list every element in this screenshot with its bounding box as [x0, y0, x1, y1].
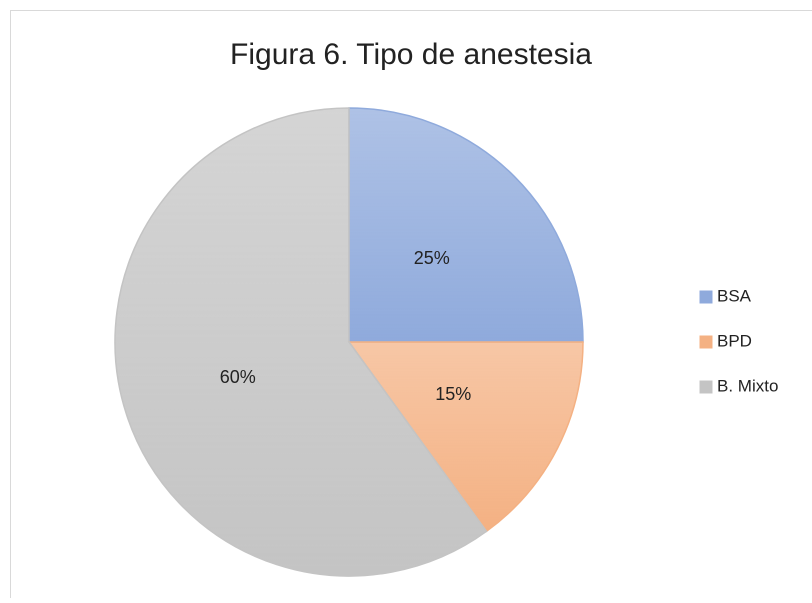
legend-label: BSA: [717, 286, 752, 305]
legend-label: BPD: [717, 331, 752, 350]
legend-swatch: [700, 381, 712, 393]
data-label: 15%: [435, 384, 471, 404]
chart-title: Figura 6. Tipo de anestesia: [230, 38, 592, 71]
legend-label: B. Mixto: [717, 376, 778, 395]
legend-swatch: [700, 336, 712, 348]
data-label: 60%: [220, 367, 256, 387]
data-label: 25%: [414, 248, 450, 268]
legend-swatch: [700, 291, 712, 303]
